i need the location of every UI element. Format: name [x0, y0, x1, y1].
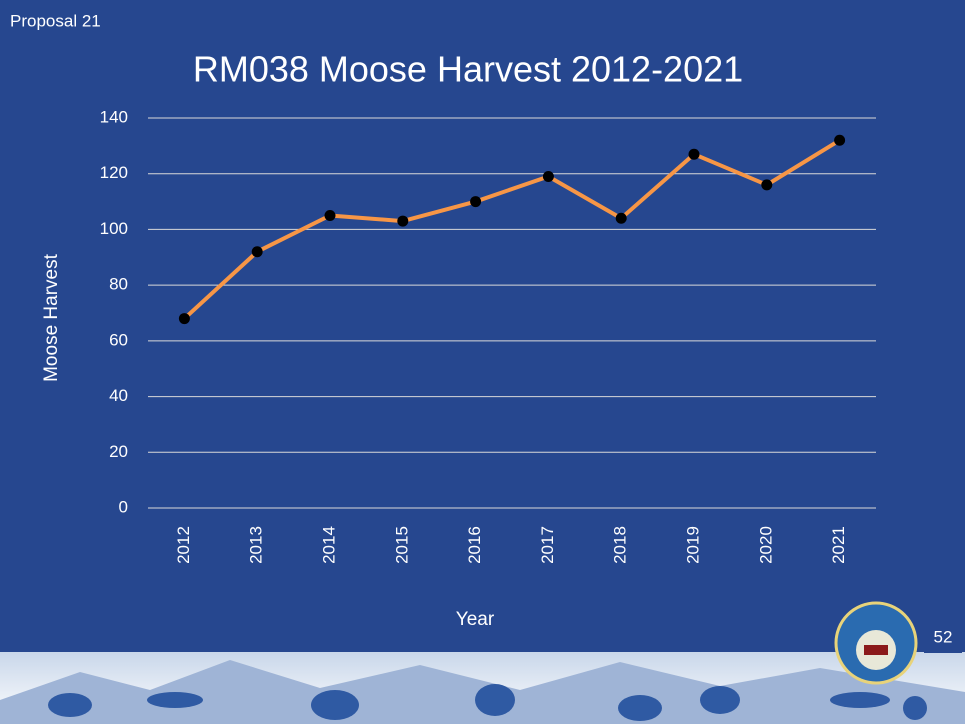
data-point	[542, 171, 554, 182]
data-point	[251, 246, 263, 258]
x-tick-label: 2021	[829, 526, 848, 564]
x-tick-label: 2020	[756, 526, 775, 564]
data-point	[834, 134, 846, 146]
y-axis-title: Moose Harvest	[41, 253, 62, 381]
x-tick-label: 2014	[319, 526, 338, 564]
page-number-box	[924, 623, 962, 653]
x-tick-label: 2012	[174, 526, 193, 564]
data-point	[688, 148, 700, 160]
x-tick-label: 2018	[611, 526, 630, 564]
y-tick-label: 40	[109, 386, 128, 405]
y-tick-label: 100	[100, 219, 128, 238]
chart-title: RM038 Moose Harvest 2012-2021	[193, 49, 743, 90]
y-tick-label: 60	[109, 330, 128, 349]
series-line	[183, 138, 841, 321]
slide-label: Proposal 21	[10, 11, 101, 30]
x-tick-label: 2016	[465, 526, 484, 564]
animal-silhouettes	[48, 684, 927, 721]
y-tick-label: 20	[109, 442, 128, 461]
label-box	[0, 5, 136, 39]
y-tick-label: 80	[109, 275, 128, 294]
logo	[834, 601, 918, 685]
x-tick-label: 2019	[683, 526, 702, 564]
data-point	[324, 210, 336, 221]
data-point	[615, 212, 627, 224]
x-tick-label: 2017	[538, 526, 557, 564]
y-tick-label: 0	[119, 497, 128, 516]
data-point	[178, 313, 190, 325]
page-number: 52	[934, 627, 953, 646]
y-tick-label: 120	[100, 163, 128, 182]
x-axis-title: Year	[456, 609, 495, 630]
x-tick-label: 2013	[247, 526, 266, 564]
data-point	[470, 196, 482, 208]
data-point	[761, 179, 773, 191]
data-point	[397, 215, 409, 227]
x-tick-label: 2015	[392, 526, 411, 564]
y-tick-label: 140	[100, 107, 128, 126]
